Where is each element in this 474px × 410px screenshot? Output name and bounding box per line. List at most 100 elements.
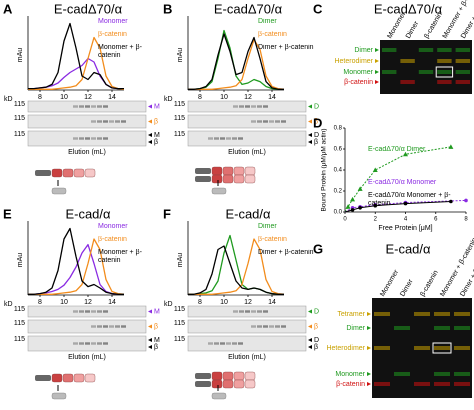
gel-band: [251, 310, 256, 313]
gel-marker: 115: [174, 115, 185, 122]
gel-signal: [454, 326, 470, 330]
gel-band: [251, 120, 256, 123]
panel-letter: A: [3, 1, 13, 16]
schematic-alpha: [222, 166, 234, 176]
y-axis-label: mAu: [17, 253, 24, 268]
trace: [188, 245, 284, 295]
legend-entry-box: Monomer: [98, 223, 128, 230]
x-tick-label: 4: [404, 217, 408, 223]
series-label: E-cadΔ70/α Monomer: [368, 179, 437, 186]
gel-signal: [382, 48, 397, 52]
band-arrow: [367, 346, 371, 350]
gel-band: [257, 105, 262, 108]
x-axis-label: Elution (mL): [68, 354, 106, 361]
gel-signal: [437, 59, 452, 63]
y-tick-label: 0.4: [334, 168, 343, 174]
data-point: [403, 201, 408, 206]
x-tick-label: 10: [60, 299, 68, 306]
gel-band: [73, 105, 78, 108]
gel-label: β: [154, 344, 158, 351]
trace: [28, 238, 125, 295]
panel-letter: C: [313, 1, 323, 16]
gel-band: [103, 342, 108, 345]
gel-band: [275, 120, 280, 123]
legend-entry-box: Dimer: [258, 223, 277, 230]
gel-band: [263, 325, 268, 328]
legend-entry-box: Monomer: [98, 18, 128, 25]
gel-band: [214, 342, 219, 345]
legend-entry: β-catenin: [98, 236, 127, 243]
gel-arrow: [308, 338, 312, 342]
gel-signal: [400, 80, 415, 84]
gel-signal: [434, 372, 450, 376]
gel-signal: [455, 80, 470, 84]
gel-signal: [434, 346, 450, 350]
gel-band: [245, 310, 250, 313]
gel-unit: kD: [4, 301, 13, 308]
gel-arrow: [148, 324, 152, 329]
gel-signal: [454, 312, 470, 316]
gel-signal: [414, 382, 430, 386]
legend-entry: Monomer: [98, 223, 128, 230]
legend-entry-box: β-catenin: [258, 31, 287, 38]
schematic-alpha: [84, 168, 96, 178]
schematic-alpha: [222, 379, 234, 389]
gel-signal: [454, 382, 470, 386]
gel-label: D: [314, 103, 319, 110]
gel-band: [233, 105, 238, 108]
gel-band: [251, 105, 256, 108]
gel-band: [79, 137, 84, 140]
series-label-box: E-cadΔ70/α Dimer: [368, 146, 426, 153]
y-tick-label: 0.6: [334, 147, 343, 153]
x-tick-label: 8: [198, 299, 202, 306]
gel-arrow: [308, 119, 312, 124]
panel-title: E-cadΔ70/α: [54, 1, 123, 16]
highlight-box: [435, 66, 454, 78]
gel-signal: [374, 382, 390, 386]
x-tick-label: 14: [268, 299, 276, 306]
gel-band: [85, 310, 90, 313]
gel-label: β: [314, 118, 318, 125]
gel-signal: [437, 70, 452, 74]
trace: [188, 38, 285, 90]
gel-label: D: [314, 308, 319, 315]
data-point: [357, 186, 363, 191]
legend-entry: Dimer: [258, 223, 277, 230]
gel-arrow: [308, 324, 312, 329]
gel-signal: [437, 80, 452, 84]
series-label: E-cadΔ70/α Dimer: [368, 146, 426, 153]
gel-marker: 115: [14, 115, 25, 122]
panel-title: E-cad/α: [65, 206, 111, 221]
gel-strip: [27, 114, 147, 129]
gel-band: [214, 137, 219, 140]
x-tick-label: 8: [38, 94, 42, 101]
gel-label: β: [314, 344, 318, 351]
data-point: [372, 167, 378, 172]
gel-arrow: [148, 338, 152, 342]
x-axis-label: Free Protein [μM]: [378, 225, 432, 232]
gel-strip: [187, 130, 307, 147]
schematic-beta: [51, 187, 67, 195]
gel-band: [245, 105, 250, 108]
gel-signal: [414, 346, 430, 350]
lane-label: Dimer: [405, 20, 421, 40]
gel-band: [233, 310, 238, 313]
legend-entry-box: Monomer + β-catenin: [98, 249, 142, 264]
panel-title: E-cad/α: [385, 241, 431, 256]
gel-band: [103, 310, 108, 313]
gel-band: [115, 325, 120, 328]
x-tick-label: 0: [343, 217, 347, 223]
schematic-ecad: [195, 176, 211, 182]
gel-label: M: [154, 337, 160, 344]
gel-signal: [374, 346, 390, 350]
x-axis-label: Elution (mL): [68, 149, 106, 156]
lane-label: β-catenin: [419, 269, 440, 298]
gel-unit: kD: [164, 96, 173, 103]
schematic-ecad: [195, 373, 211, 379]
gel-band: [220, 342, 225, 345]
schematic-ecad: [35, 375, 51, 381]
gel-band: [85, 105, 90, 108]
gel-signal: [437, 48, 452, 52]
schematic-alpha: [233, 371, 245, 381]
gel-arrow: [308, 309, 312, 314]
